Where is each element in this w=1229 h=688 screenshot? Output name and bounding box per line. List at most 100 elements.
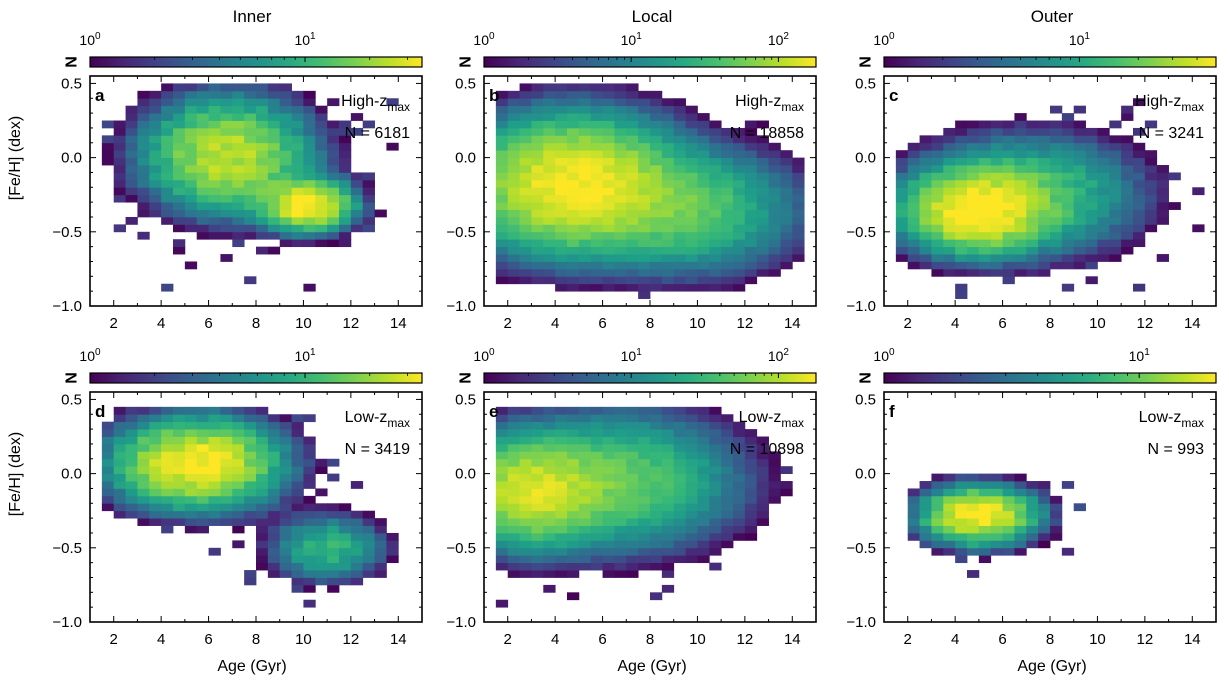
heatmap-cell [602,268,615,277]
heatmap-cell [149,90,162,99]
heatmap-cell [1109,231,1122,240]
heatmap-cell [291,436,304,445]
heatmap-cell [1014,532,1027,541]
heatmap-cell [543,113,556,121]
heatmap-cell [327,510,340,519]
heatmap-cell [220,473,233,482]
heatmap-cell [907,246,920,255]
heatmap-cell [685,458,698,467]
heatmap-cell [208,503,221,512]
heatmap-cell [1097,187,1110,196]
heatmap-cell [208,495,221,504]
heatmap-cell [967,187,980,196]
heatmap-cell [895,187,909,196]
heatmap-cell [137,458,150,467]
heatmap-cell [220,406,233,415]
heatmap-cell [733,187,746,196]
heatmap-cell [626,239,639,248]
heatmap-cell [578,466,592,475]
heatmap-cell [931,268,944,277]
heatmap-cell [697,127,710,136]
heatmap-cell [931,202,944,210]
heatmap-cell [733,142,746,151]
heatmap-cell [507,540,520,549]
heatmap-cell [531,547,544,556]
heatmap-cell [184,150,198,159]
heatmap-cell [232,231,245,240]
heatmap-cell [567,421,580,430]
heatmap-cell [208,421,221,430]
heatmap-cell [709,209,722,218]
heatmap-cell [744,120,758,129]
heatmap-cell [990,179,1003,188]
heatmap-cell [1050,187,1063,196]
heatmap-cell [531,518,544,526]
heatmap-cell [113,458,126,467]
heatmap-cell [220,165,233,173]
heatmap-cell [673,495,686,504]
heatmap-cell [555,443,568,452]
heatmap-cell [125,458,138,467]
heatmap-cell [955,518,968,526]
colorbar-f [883,372,1217,384]
colorbar-tick-label: 100 [79,31,101,48]
heatmap-cell [721,179,734,188]
heatmap-cell [638,525,651,534]
heatmap-cell [721,473,734,482]
heatmap-cell [744,254,758,262]
heatmap-cell [196,231,209,240]
heatmap-cell [161,503,174,512]
heatmap-cell [531,246,544,255]
heatmap-cell [931,165,944,173]
heatmap-cell [495,216,509,225]
heatmap-cell [626,276,639,285]
heatmap-cell [256,406,269,415]
heatmap-cell [315,179,328,188]
heatmap-cell [602,90,615,99]
heatmap-cell [327,239,340,248]
heatmap-cell [507,406,520,415]
heatmap-cell [303,90,316,99]
heatmap-cell [113,510,126,519]
heatmap-cells-e [495,406,793,608]
heatmap-cell [362,172,375,181]
heatmap-cell [590,202,603,210]
heatmap-cell [744,142,758,151]
heatmap-cell [1050,120,1063,129]
heatmap-cell [709,466,722,475]
heatmap-cell [315,466,328,475]
heatmap-cell [614,458,627,467]
heatmap-cell [196,466,209,475]
heatmap-cell [943,254,956,262]
heatmap-cell [507,105,520,114]
heatmap-cell [113,495,126,504]
heatmap-cell [638,231,651,240]
heatmap-cell [1026,268,1039,277]
heatmap-cell [279,209,292,218]
y-tick-label: −1.0 [846,298,876,315]
heatmap-cell [196,113,209,121]
heatmap-cell [978,555,992,564]
heatmap-cell [1002,276,1015,285]
heatmap-cell [362,532,375,541]
heatmap-cell [709,239,722,248]
heatmap-cell [1121,239,1134,248]
heatmap-cell [744,518,758,526]
heatmap-cell [339,202,352,210]
heatmap-cell [196,98,209,107]
heatmap-cell [495,194,509,203]
heatmap-cell [267,510,281,519]
heatmap-cell [137,135,150,144]
y-tick-label: 0.5 [61,75,82,92]
heatmap-cell [1050,518,1063,526]
heatmap-cell [907,261,920,270]
heatmap-cell [650,436,663,445]
heatmap-cell [125,120,138,129]
heatmap-cell [685,194,698,203]
heatmap-cell [1073,209,1086,218]
heatmap-cell [709,451,722,460]
heatmap-cell [327,142,340,151]
heatmap-cell [1097,150,1110,159]
heatmap-cell [232,239,245,248]
heatmap-cell [590,254,603,262]
